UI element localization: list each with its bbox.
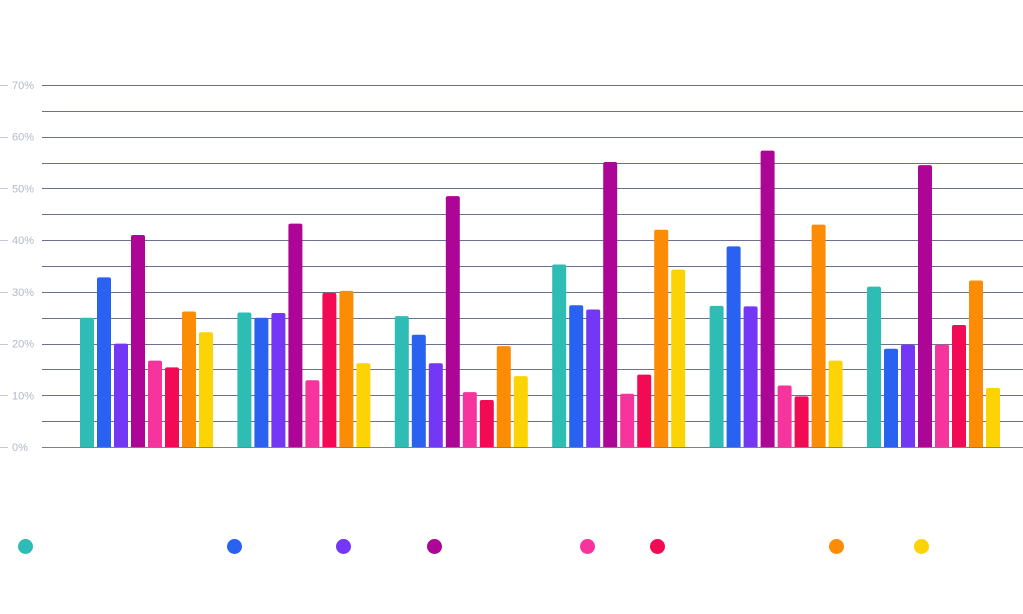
bar-series-6-group-3 xyxy=(479,399,494,447)
legend-dot-icon xyxy=(829,538,844,554)
bar-series-4-group-5 xyxy=(760,150,775,448)
bar-series-5-group-2 xyxy=(305,380,320,447)
bar-series-1-group-5 xyxy=(709,305,724,447)
bar-series-7-group-1 xyxy=(182,311,196,447)
legend-dot-icon xyxy=(580,538,595,554)
bar-series-6-group-6 xyxy=(952,324,966,447)
legend-dot-icon xyxy=(336,538,351,554)
legend-dot-icon xyxy=(914,538,929,554)
bar-series-6-group-5 xyxy=(794,396,809,447)
legend-item-7 xyxy=(829,536,844,556)
bar-series-3-group-3 xyxy=(428,363,443,447)
bar-series-5-group-1 xyxy=(148,360,162,447)
bar-series-6-group-2 xyxy=(322,292,337,447)
legend-dot-icon xyxy=(427,538,442,554)
bar-series-3-group-1 xyxy=(114,343,128,447)
y-tick-label: 40% xyxy=(12,235,34,247)
bar-series-4-group-3 xyxy=(445,196,460,447)
bar-series-7-group-5 xyxy=(811,224,826,447)
legend-item-5 xyxy=(580,536,595,556)
y-tick-label: 30% xyxy=(12,287,34,299)
legend-item-4 xyxy=(427,536,442,556)
y-axis: 0% 10% 20% 30% 40% 50% 60% 70% xyxy=(0,80,34,454)
legend-item-6 xyxy=(650,536,665,556)
bar-series-3-group-4 xyxy=(586,309,601,447)
bar-chart: 0% 10% 20% 30% 40% 50% 60% 70% xyxy=(0,80,1023,454)
legend-item-2 xyxy=(227,536,242,556)
bar-series-2-group-1 xyxy=(97,277,111,447)
y-tick-label: 70% xyxy=(12,80,34,92)
legend xyxy=(0,536,1023,558)
bar-series-5-group-4 xyxy=(620,393,635,447)
bar-series-7-group-2 xyxy=(339,290,354,447)
legend-item-3 xyxy=(336,536,351,556)
y-tick-label: 50% xyxy=(12,183,34,195)
bar-series-1-group-1 xyxy=(80,317,94,447)
y-tick-label: 60% xyxy=(12,132,34,144)
legend-dot-icon xyxy=(18,538,33,554)
y-tick-label: 10% xyxy=(12,390,34,402)
bar-series-2-group-4 xyxy=(569,305,584,447)
bar-series-2-group-2 xyxy=(254,317,269,447)
legend-item-8 xyxy=(914,536,929,556)
y-tick-label: 0% xyxy=(12,442,28,454)
bar-series-1-group-6 xyxy=(867,286,881,447)
bar-series-6-group-1 xyxy=(165,367,179,447)
bar-series-7-group-3 xyxy=(496,346,511,447)
bar-series-5-group-6 xyxy=(935,344,949,447)
bar-series-5-group-5 xyxy=(777,385,792,447)
bar-series-2-group-6 xyxy=(884,348,898,447)
bar-series-8-group-5 xyxy=(828,360,843,447)
bar-series-1-group-4 xyxy=(552,264,567,447)
legend-item-1 xyxy=(18,536,33,556)
bar-series-3-group-5 xyxy=(743,306,758,447)
legend-dot-icon xyxy=(650,538,665,554)
bar-series-1-group-3 xyxy=(394,316,409,447)
gridlines xyxy=(42,85,1023,448)
bar-series-7-group-6 xyxy=(969,280,983,447)
bar-series-4-group-4 xyxy=(603,162,618,447)
bar-series-4-group-1 xyxy=(131,234,145,447)
bar-series-5-group-3 xyxy=(462,392,477,447)
bar-series-8-group-6 xyxy=(986,388,1000,447)
bar-series-2-group-3 xyxy=(411,334,426,447)
bar-series-4-group-6 xyxy=(918,165,932,447)
bar-series-2-group-5 xyxy=(726,246,741,447)
bar-series-8-group-3 xyxy=(513,376,528,447)
bar-series-8-group-4 xyxy=(671,269,686,447)
bars xyxy=(80,150,1000,448)
bar-series-4-group-2 xyxy=(288,223,303,447)
legend-dot-icon xyxy=(227,538,242,554)
y-tick-label: 20% xyxy=(12,339,34,351)
bar-series-7-group-4 xyxy=(654,229,669,447)
bar-series-8-group-1 xyxy=(199,332,213,447)
bar-series-3-group-2 xyxy=(271,313,286,447)
bar-series-3-group-6 xyxy=(901,344,915,447)
bar-series-6-group-4 xyxy=(637,374,652,447)
bar-series-1-group-2 xyxy=(237,312,252,447)
bar-series-8-group-2 xyxy=(356,363,371,447)
